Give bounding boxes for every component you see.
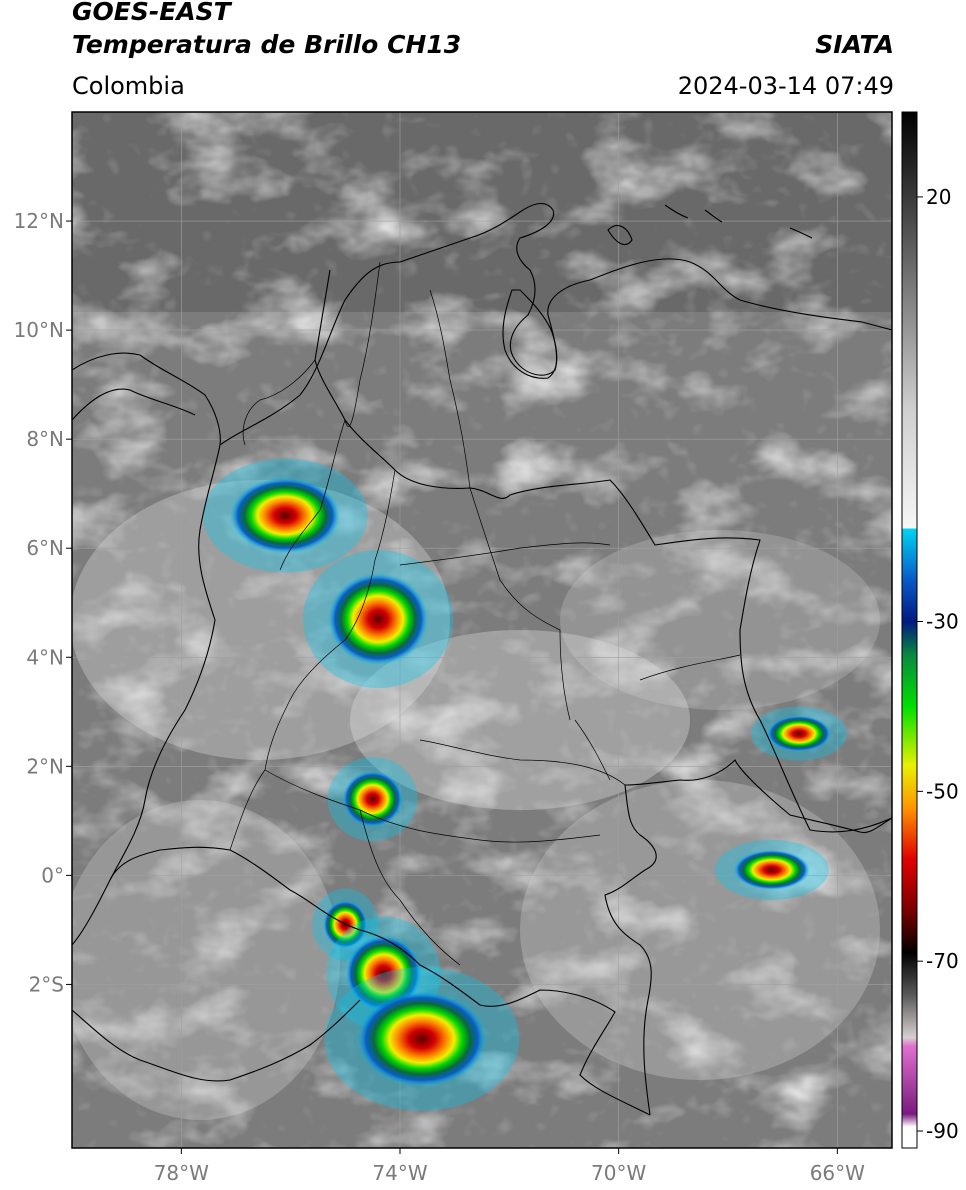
region-label: Colombia bbox=[72, 72, 185, 100]
storm-cell bbox=[230, 477, 341, 554]
storm-cell bbox=[342, 771, 403, 828]
y-tick-label: 6°N bbox=[26, 536, 64, 560]
organization-label: SIATA bbox=[815, 30, 894, 59]
y-tick-label: 10°N bbox=[14, 318, 64, 342]
panama-coast bbox=[72, 352, 221, 446]
x-tick-label: 78°W bbox=[154, 1161, 209, 1185]
satellite-title: GOES-EAST bbox=[72, 0, 231, 26]
interior-borders bbox=[229, 261, 741, 966]
ecuador-south-border bbox=[72, 999, 361, 1082]
timestamp-label: 2024-03-14 07:49 bbox=[677, 72, 894, 100]
product-title: Temperatura de Brillo CH13 bbox=[72, 30, 462, 59]
guajira-islands bbox=[607, 225, 633, 245]
colorbar-tick-label: -90 bbox=[926, 1119, 959, 1143]
peru-border bbox=[109, 846, 651, 1116]
storm-cell bbox=[733, 849, 810, 890]
storm-cell bbox=[345, 935, 422, 1012]
aruba-curacao bbox=[664, 204, 813, 239]
x-tick-label: 66°W bbox=[810, 1161, 865, 1185]
y-tick-label: 2°S bbox=[29, 972, 64, 996]
y-tick-label: 8°N bbox=[26, 427, 64, 451]
map-frame bbox=[71, 111, 893, 1149]
convective-cells bbox=[202, 458, 848, 1111]
boundaries bbox=[72, 202, 892, 1116]
x-tick-label: 70°W bbox=[591, 1161, 646, 1185]
brazil-border bbox=[604, 759, 892, 1116]
y-tick-label: 4°N bbox=[26, 645, 64, 669]
storm-cell bbox=[767, 715, 832, 752]
panama-south-coast bbox=[72, 388, 196, 421]
x-axis: 78°W 74°W 70°W 66°W bbox=[154, 1148, 865, 1185]
storm-cell bbox=[356, 990, 487, 1087]
y-tick-label: 0° bbox=[41, 863, 64, 887]
colorbar-tick-label: 20 bbox=[926, 185, 951, 209]
colorbar-ticks: 20 -30 -50 -70 -90 bbox=[917, 185, 959, 1143]
caribbean-coastline bbox=[219, 202, 892, 446]
x-tick-label: 74°W bbox=[372, 1161, 427, 1185]
colorbar-tick-label: -30 bbox=[926, 610, 959, 634]
y-axis: 12°N 10°N 8°N 6°N 4°N 2°N 0° 2°S bbox=[14, 209, 72, 996]
colorbar-tick-label: -50 bbox=[926, 779, 959, 803]
storm-cell bbox=[328, 573, 429, 666]
colorbar bbox=[901, 111, 918, 1149]
y-tick-label: 12°N bbox=[14, 209, 64, 233]
colorbar-tick-label: -70 bbox=[926, 949, 959, 973]
maracaibo-lake bbox=[502, 289, 558, 379]
y-tick-label: 2°N bbox=[26, 754, 64, 778]
